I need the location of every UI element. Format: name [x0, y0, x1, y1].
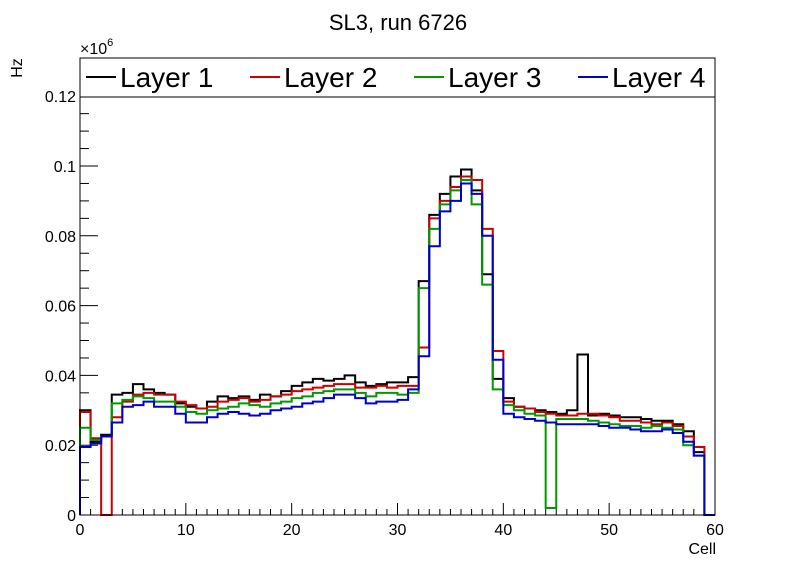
- y-tick-label: 0.1: [54, 159, 76, 176]
- legend-box: [79, 57, 716, 98]
- series-line-layer-2: [79, 175, 715, 516]
- x-tick-label: 30: [389, 522, 407, 539]
- series-line-layer-4: [79, 182, 715, 516]
- series-lines: [79, 168, 715, 516]
- y-ticks: 0 0.02 0.04 0.06 0.08 0.1 0.12: [45, 89, 98, 525]
- legend-label: Layer 3: [448, 62, 541, 93]
- legend-label: Layer 4: [612, 62, 705, 93]
- y-axis-label: Hz: [9, 58, 26, 78]
- x-tick-label: 50: [600, 522, 618, 539]
- exponent-power: 6: [107, 37, 113, 49]
- y-tick-label: 0: [67, 508, 76, 525]
- y-tick-label: 0.12: [45, 89, 76, 106]
- x-tick-label: 60: [706, 522, 724, 539]
- legend: Layer 1 Layer 2 Layer 3 Layer 4: [79, 57, 716, 98]
- y-tick-label: 0.06: [45, 299, 76, 316]
- exponent-base: ×10: [80, 41, 107, 58]
- chart-title: SL3, run 6726: [329, 10, 467, 35]
- x-tick-label: 20: [283, 522, 301, 539]
- legend-label: Layer 2: [284, 62, 377, 93]
- x-axis-label: Cell: [688, 541, 716, 558]
- x-tick-label: 10: [177, 522, 195, 539]
- y-tick-label: 0.08: [45, 229, 76, 246]
- exponent-label: ×106: [80, 37, 113, 58]
- y-tick-label: 0.04: [45, 368, 76, 385]
- plot-area: 0 10 20 30 40 50 60 0 0.02 0.04 0.06 0.08 0.1 0.12: [45, 89, 724, 539]
- x-tick-label: 0: [76, 522, 85, 539]
- legend-label: Layer 1: [120, 62, 213, 93]
- y-tick-label: 0.02: [45, 438, 76, 455]
- series-line-layer-3: [79, 178, 715, 516]
- x-tick-label: 40: [494, 522, 512, 539]
